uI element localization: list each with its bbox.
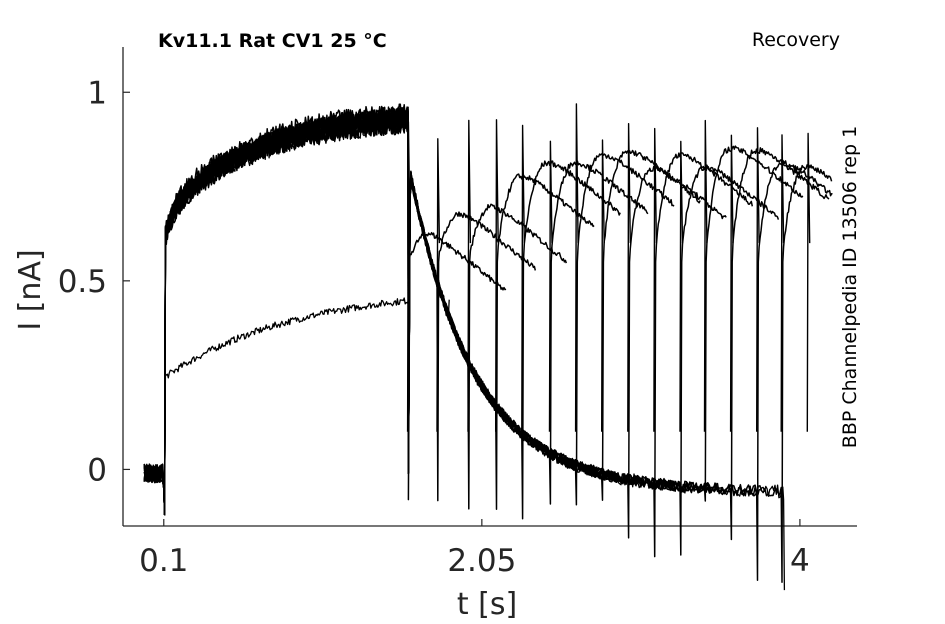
current-trace [143, 109, 833, 583]
chart-subtitle: Recovery [752, 29, 840, 51]
current-trace [627, 123, 631, 432]
y-tick-label: 1 [87, 75, 107, 111]
ticks: 0.1 2.05 4 0 0.5 1 [58, 75, 810, 579]
x-tick-label: 4 [790, 543, 810, 579]
current-trace [143, 177, 450, 516]
current-trace [653, 127, 658, 432]
chart-title: Kv11.1 Rat CV1 25 °C [158, 30, 387, 52]
current-trace [756, 127, 760, 432]
current-trace [436, 138, 441, 432]
current-trace [601, 139, 605, 432]
traces [143, 103, 833, 591]
y-axis-label: I [nA] [13, 249, 48, 330]
current-trace [806, 132, 811, 432]
axes [122, 47, 857, 527]
current-trace [521, 124, 525, 432]
y-tick-label: 0.5 [58, 264, 107, 300]
x-tick-label: 0.1 [139, 543, 188, 579]
current-trace [406, 121, 411, 432]
x-tick-label: 2.05 [447, 543, 516, 579]
current-trace [703, 119, 708, 432]
current-trace [143, 116, 804, 516]
current-trace [495, 119, 499, 432]
current-trace [467, 119, 472, 432]
channelpedia-id-label: BBP Channelpedia ID 13506 rep 1 [839, 126, 861, 448]
current-trace [679, 140, 684, 432]
current-trace [729, 134, 734, 432]
current-trace [574, 103, 579, 432]
current-trace [780, 134, 785, 432]
y-tick-label: 0 [87, 452, 107, 488]
x-axis-label: t [s] [457, 587, 517, 622]
current-trace [548, 140, 553, 432]
